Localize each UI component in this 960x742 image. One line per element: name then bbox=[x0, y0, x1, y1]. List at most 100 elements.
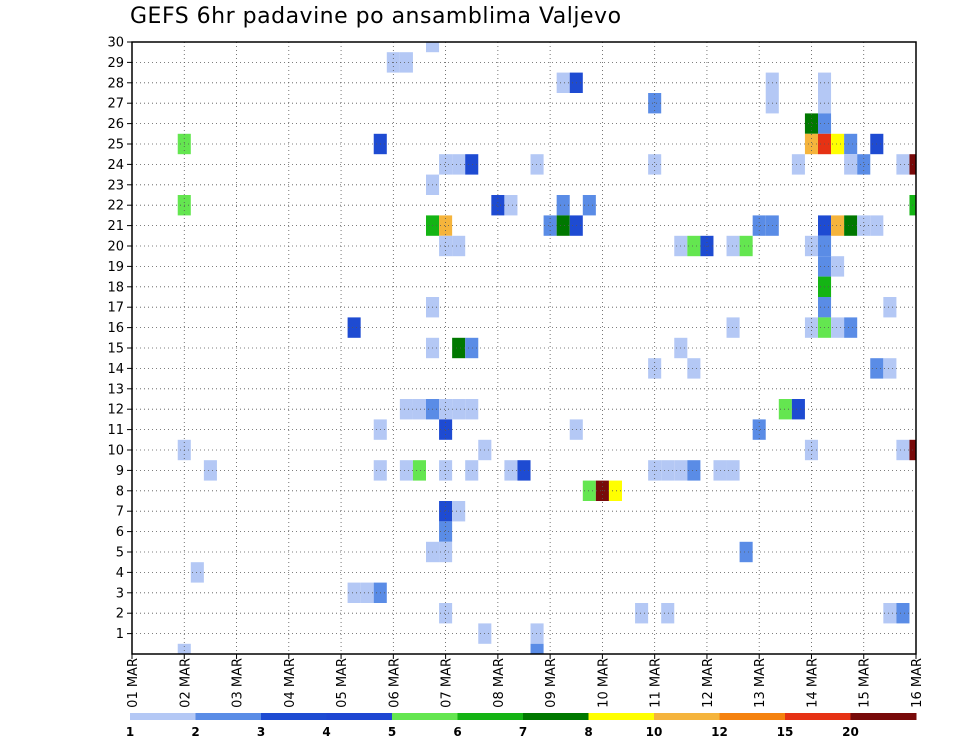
legend-label: 10 bbox=[646, 725, 663, 739]
heatmap-cell bbox=[347, 317, 361, 338]
heatmap-cell bbox=[452, 337, 466, 359]
heatmap-cell bbox=[556, 195, 570, 216]
heatmap-cell bbox=[439, 399, 453, 420]
legend-label: 20 bbox=[842, 725, 859, 739]
heatmap-cell bbox=[608, 480, 622, 501]
heatmap-cell bbox=[439, 541, 453, 563]
legend-label: 5 bbox=[388, 725, 396, 739]
heatmap-cell bbox=[452, 235, 466, 257]
legend-label: 3 bbox=[257, 725, 265, 739]
heatmap-cell bbox=[452, 501, 466, 522]
x-tick-label: 11 MAR bbox=[649, 658, 664, 708]
x-tick-label: 15 MAR bbox=[858, 658, 873, 708]
heatmap-cell bbox=[883, 358, 897, 379]
y-tick-label: 22 bbox=[107, 199, 124, 214]
legend-swatch bbox=[195, 713, 262, 720]
heatmap-cell bbox=[791, 154, 805, 175]
y-tick-label: 24 bbox=[107, 158, 124, 173]
chart-title: GEFS 6hr padavine po ansamblima Valjevo bbox=[130, 4, 622, 29]
y-tick-label: 19 bbox=[107, 260, 124, 275]
heatmap-cell bbox=[648, 358, 662, 379]
x-tick-label: 03 MAR bbox=[231, 658, 246, 708]
heatmap-cell bbox=[739, 541, 753, 563]
y-tick-label: 1 bbox=[116, 627, 124, 642]
y-tick-label: 10 bbox=[107, 444, 124, 459]
heatmap-cell bbox=[412, 460, 426, 481]
heatmap-cell bbox=[530, 643, 544, 654]
heatmap-cell bbox=[844, 154, 858, 175]
legend-swatch bbox=[785, 713, 851, 720]
x-tick-label: 01 MAR bbox=[126, 658, 141, 708]
heatmap-cell bbox=[857, 154, 871, 175]
heatmap-cell bbox=[582, 480, 596, 501]
y-tick-label: 18 bbox=[107, 280, 124, 295]
heatmap-cell bbox=[439, 215, 453, 236]
heatmap-cell bbox=[831, 215, 845, 236]
x-tick-label: 08 MAR bbox=[492, 658, 507, 708]
heatmap-cell bbox=[844, 133, 858, 155]
heatmap-cell bbox=[465, 399, 479, 420]
heatmap-cell bbox=[752, 215, 766, 236]
legend-label: 8 bbox=[584, 725, 592, 739]
heatmap-cell bbox=[203, 460, 217, 481]
heatmap-cell bbox=[804, 113, 818, 134]
legend: 1 2 3 4 5 6 7 8 10 12 15 20 bbox=[126, 713, 917, 739]
x-tick-label: 13 MAR bbox=[753, 658, 768, 708]
legend-label: 4 bbox=[322, 725, 330, 739]
heatmap-cell bbox=[726, 235, 740, 257]
heatmap-cell bbox=[190, 562, 204, 583]
heatmap-cell bbox=[347, 582, 361, 603]
heatmap-cell bbox=[844, 317, 858, 338]
heatmap-cell bbox=[439, 419, 453, 440]
y-tick-label: 20 bbox=[107, 240, 124, 255]
heatmap-cell bbox=[687, 460, 701, 481]
legend-label: 1 bbox=[126, 725, 134, 739]
heatmap-cell bbox=[465, 460, 479, 481]
x-tick-label: 07 MAR bbox=[440, 658, 455, 708]
heatmap-cell bbox=[883, 603, 897, 624]
y-tick-label: 9 bbox=[116, 464, 124, 479]
heatmap-cell bbox=[530, 623, 544, 644]
legend-label: 2 bbox=[191, 725, 199, 739]
heatmap-cell bbox=[661, 603, 675, 624]
legend-label: 6 bbox=[453, 725, 461, 739]
legend-swatch bbox=[523, 713, 589, 720]
heatmap-cell bbox=[543, 215, 557, 236]
y-tick-label: 12 bbox=[107, 403, 124, 418]
heatmap-cell bbox=[399, 52, 413, 73]
y-tick-label: 15 bbox=[107, 342, 124, 357]
heatmap-cell bbox=[504, 460, 518, 481]
heatmap-cell bbox=[726, 317, 740, 338]
heatmap-cell bbox=[465, 337, 479, 359]
y-tick-label: 28 bbox=[107, 76, 124, 91]
x-tick-label: 04 MAR bbox=[283, 658, 298, 708]
y-tick-label: 6 bbox=[116, 525, 124, 540]
heatmap-cell bbox=[412, 399, 426, 420]
heatmap-cell bbox=[439, 154, 453, 175]
heatmap-cell bbox=[556, 72, 570, 93]
heatmap-cell bbox=[857, 215, 871, 236]
x-tick-label: 09 MAR bbox=[544, 658, 559, 708]
legend-swatch bbox=[588, 713, 655, 720]
heatmap-cell bbox=[439, 521, 453, 542]
heatmap-cell bbox=[648, 93, 662, 114]
heatmap-cell bbox=[844, 215, 858, 236]
legend-swatch bbox=[850, 713, 917, 720]
heatmap-cell bbox=[791, 399, 805, 420]
legend-swatch bbox=[654, 713, 720, 720]
heatmap-cell bbox=[491, 195, 505, 216]
legend-label: 12 bbox=[711, 725, 728, 739]
x-axis: 01 MAR 02 MAR 03 MAR 04 MAR 05 MAR 06 MAR 07 M… bbox=[126, 654, 925, 708]
x-tick-label: 14 MAR bbox=[805, 658, 820, 708]
heatmap-cell bbox=[778, 399, 792, 420]
legend-swatch bbox=[719, 713, 786, 720]
heatmap-cell bbox=[831, 256, 845, 277]
y-tick-label: 2 bbox=[116, 607, 124, 622]
heatmap-cell bbox=[648, 154, 662, 175]
legend-swatch bbox=[457, 713, 524, 720]
heatmap-cell bbox=[399, 460, 413, 481]
heatmap-cell bbox=[360, 582, 374, 603]
heatmap-cell bbox=[883, 297, 897, 318]
heatmap-cell bbox=[530, 154, 544, 175]
